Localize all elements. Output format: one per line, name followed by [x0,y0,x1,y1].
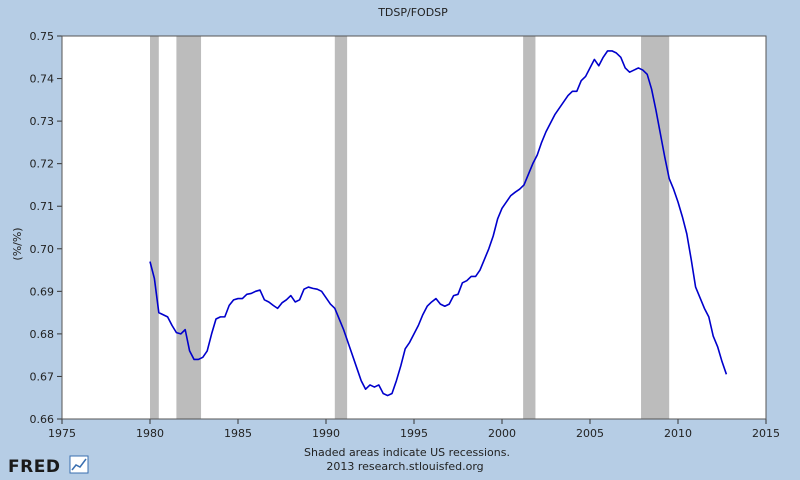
series-line-0 [149,50,728,397]
y-tick-label: 0.66 [30,413,55,426]
y-tick-label: 0.69 [30,285,55,298]
x-tick-label: 2015 [752,427,780,440]
y-tick-label: 0.70 [30,243,55,256]
y-tick-label: 0.73 [30,115,55,128]
axes: 1975 1980 1985 1990 1995 2000 2005 2010 2015 0.66… [30,30,781,440]
series-lines [149,50,728,397]
x-tick-label: 1985 [224,427,252,440]
y-tick-label: 0.67 [30,370,55,383]
y-tick-label: 0.75 [30,30,55,43]
x-tick-label: 1980 [136,427,164,440]
x-tick-label: 1990 [312,427,340,440]
fred-logo: FRED [8,455,89,477]
x-tick-label: 2005 [576,427,604,440]
x-tick-label: 2000 [488,427,516,440]
y-axis-label: (%/%) [11,227,24,260]
chart-icon [69,455,89,474]
x-tick-label: 2010 [664,427,692,440]
y-tick-label: 0.68 [30,328,55,341]
y-tick-label: 0.71 [30,200,55,213]
recession-bands [150,36,670,419]
footer-source: 2013 research.stlouisfed.org [326,460,483,473]
plot-border [61,35,767,420]
y-tick-label: 0.72 [30,158,55,171]
recession-band-3 [523,36,536,419]
fred-logo-text: FRED [8,457,60,477]
recession-band-4 [641,36,670,419]
chart-title: TDSP/FODSP [377,6,448,19]
x-tick-label: 1975 [48,427,76,440]
y-tick-label: 0.74 [30,73,55,86]
recession-band-0 [150,36,159,419]
x-tick-label: 1995 [400,427,428,440]
recession-band-2 [334,36,348,419]
recession-band-1 [176,36,202,419]
footer-recession-note: Shaded areas indicate US recessions. [304,446,510,459]
